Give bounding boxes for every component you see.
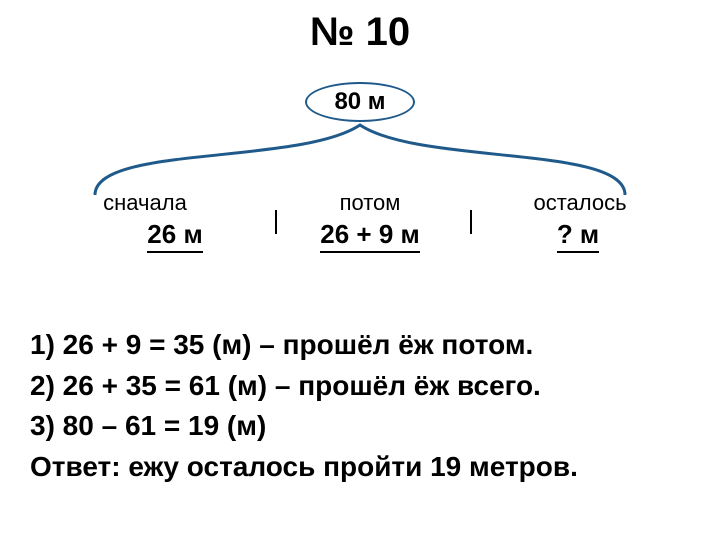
segment-value-left: ? м — [538, 219, 618, 253]
solution-line: Ответ: ежу осталось пройти 19 метров. — [30, 447, 578, 488]
segment-label-left: осталось — [510, 190, 650, 216]
segment-value-first: 26 м — [130, 219, 220, 253]
segment-value-then: 26 + 9 м — [300, 219, 440, 253]
solution-block: 1) 26 + 9 = 35 (м) – прошёл ёж потом. 2)… — [30, 325, 578, 487]
segment-divider — [275, 210, 277, 234]
page-title: № 10 — [0, 10, 720, 55]
solution-line: 3) 80 – 61 = 19 (м) — [30, 406, 578, 447]
brace-path — [95, 125, 625, 195]
segment-label-then: потом — [300, 190, 440, 216]
segment-divider — [470, 210, 472, 234]
solution-line: 2) 26 + 35 = 61 (м) – прошёл ёж всего. — [30, 366, 578, 407]
segment-label-first: сначала — [90, 190, 200, 216]
solution-line: 1) 26 + 9 = 35 (м) – прошёл ёж потом. — [30, 325, 578, 366]
